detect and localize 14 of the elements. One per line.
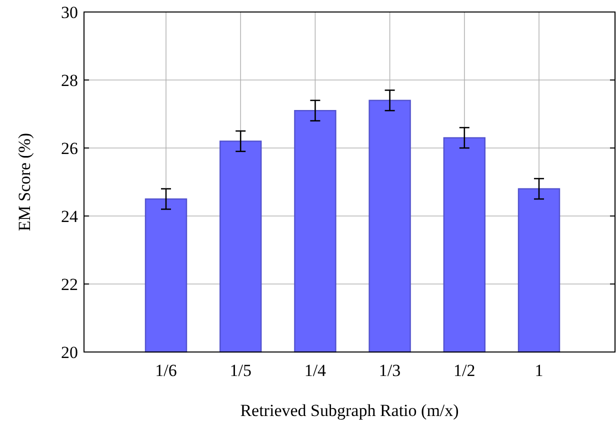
y-tick-label: 24 [61,206,78,226]
x-tick-label: 1/6 [155,361,177,380]
x-tick-label: 1/3 [378,361,401,380]
y-axis-title: EM Score (%) [15,132,34,232]
y-tick-label: 22 [61,274,78,294]
x-axis-title: Retrieved Subgraph Ratio (m/x) [240,401,459,420]
y-tick-label: 30 [61,2,78,22]
y-tick-label: 28 [61,70,78,90]
x-tick-label: 1 [534,361,544,380]
y-tick-label: 26 [61,138,78,158]
x-tick-label: 1/2 [454,361,476,380]
x-tick-label: 1/4 [304,361,327,380]
x-tick-label: 1/5 [230,361,252,380]
y-tick-label: 20 [61,342,78,362]
